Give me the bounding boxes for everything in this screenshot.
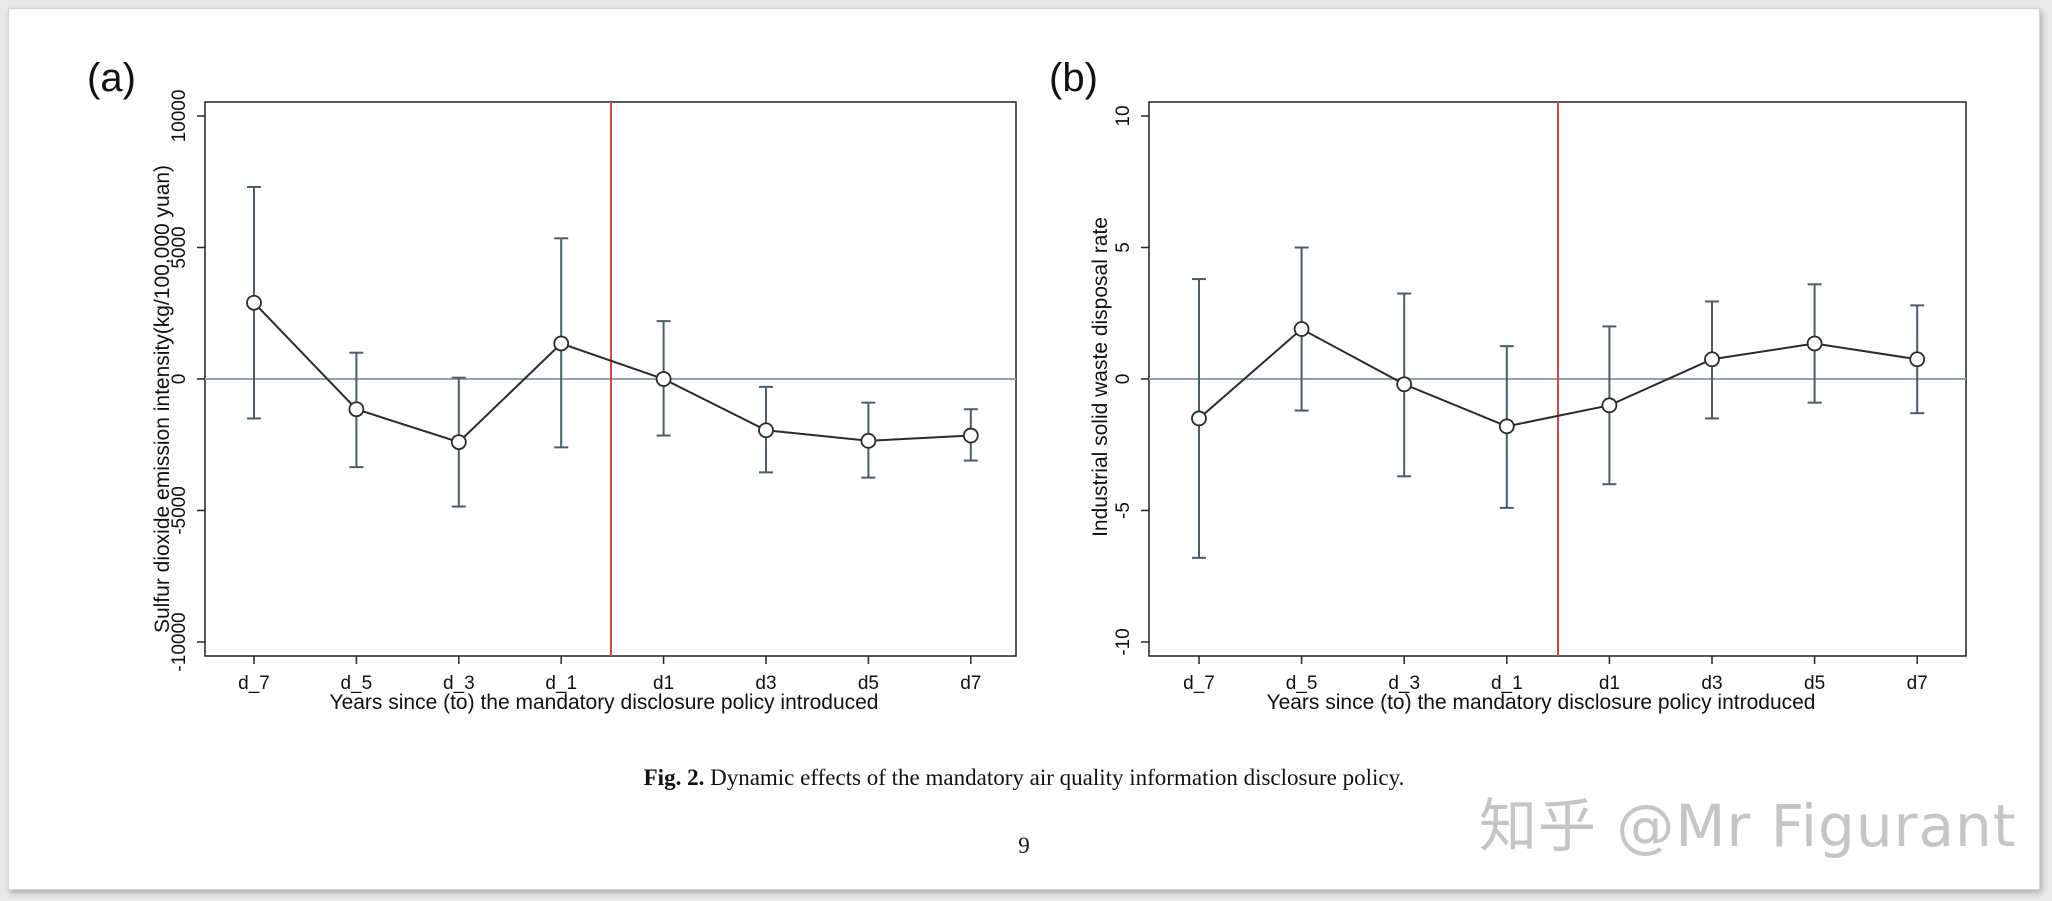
panel-b-x-axis-title: Years since (to) the mandatory disclosur… (1266, 691, 1815, 714)
panel-b-x-tick-label: d7 (1907, 673, 1928, 694)
panel-a-y-tick-label: -5000 (169, 486, 190, 535)
panel-a-x-tick-label: d7 (960, 673, 981, 694)
panel-a-x-tick-label: d5 (858, 673, 879, 694)
figure-caption-label: Fig. 2. (643, 765, 705, 790)
watermark: 知乎 @Mr Figurant (1479, 792, 2017, 860)
panel-b-x-tick-label: d3 (1701, 673, 1722, 694)
panel-a-y-tick-label: -10000 (169, 612, 190, 671)
panel-b-x-tick-label: d_5 (1286, 673, 1318, 694)
document-page: (a) Sulfur dioxide emission intensity(kg… (8, 8, 2040, 890)
figure-canvas: (a) Sulfur dioxide emission intensity(kg… (87, 56, 1967, 714)
panel-a-x-tick-label: d_7 (238, 673, 270, 694)
panel-b-chart: (b) Industrial solid waste disposal rate… (1049, 56, 1967, 714)
panel-b-data-point (1601, 397, 1618, 414)
panel-a-data-point (348, 401, 365, 418)
panel-b-series-line (1198, 327, 1918, 428)
panel-b-y-tick-label: 5 (1113, 242, 1134, 253)
panel-a-y-axis-title: Sulfur dioxide emission intensity(kg/100… (151, 165, 174, 633)
panel-a-data-point (758, 422, 774, 439)
panel-a-x-tick-label: d1 (653, 673, 674, 694)
panel-a-label: (a) (87, 56, 136, 100)
panel-b-x-tick-label: d_1 (1491, 673, 1523, 694)
panel-b-data-point (1806, 335, 1823, 352)
panel-b-label: (b) (1049, 56, 1098, 100)
panel-a-x-tick-label: d_5 (341, 673, 373, 694)
panel-a-x-tick-label: d3 (755, 673, 776, 694)
panel-b-data-point (1396, 376, 1413, 393)
panel-b-y-tick-label: 0 (1113, 374, 1134, 385)
panel-a-x-tick-label: d_3 (443, 673, 475, 694)
panel-b-y-tick-label: -5 (1113, 502, 1134, 519)
panel-a-data-point (246, 294, 262, 311)
panel-b-data-point (1293, 321, 1310, 337)
panel-a-y-tick-label: 5000 (169, 226, 190, 268)
panel-a-x-axis-title: Years since (to) the mandatory disclosur… (329, 691, 878, 714)
figure-caption: Fig. 2. Dynamic effects of the mandatory… (9, 765, 2039, 791)
page-number: 9 (1018, 833, 1030, 858)
panel-b-x-tick-label: d_3 (1388, 673, 1420, 694)
panel-b-y-tick-label: 10 (1113, 105, 1134, 126)
panel-a-data-point (860, 432, 877, 449)
panel-a-x-tick-label: d_1 (545, 673, 577, 694)
panel-b-y-axis-title: Industrial solid waste disposal rate (1089, 217, 1112, 537)
panel-a-chart: (a) Sulfur dioxide emission intensity(kg… (87, 56, 1017, 714)
panel-b-x-tick-label: d5 (1804, 673, 1825, 694)
figure-caption-text: Dynamic effects of the mandatory air qua… (704, 765, 1405, 790)
panel-b-data-point (1704, 351, 1720, 368)
panel-a-series-line (253, 302, 971, 444)
panel-b-x-tick-label: d1 (1599, 673, 1620, 694)
panel-b-data-point (1191, 410, 1207, 427)
panel-a-data-point (655, 371, 672, 387)
panel-a-data-point (962, 427, 979, 444)
panel-a-y-tick-label: 10000 (169, 90, 190, 143)
panel-b-data-point (1498, 418, 1515, 435)
panel-a-y-tick-label: 0 (169, 374, 190, 385)
panel-a-data-point (450, 434, 467, 451)
panel-b-x-tick-label: d_7 (1183, 673, 1215, 694)
panel-a-data-point (553, 335, 570, 352)
panel-b-data-point (1909, 351, 1926, 368)
panel-b-y-tick-label: -10 (1113, 628, 1134, 655)
